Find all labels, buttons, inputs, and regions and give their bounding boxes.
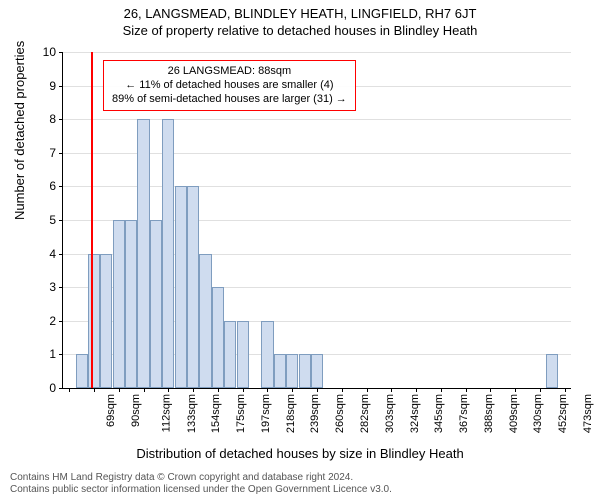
x-tick-mark [441,388,442,392]
x-tick-label: 218sqm [285,394,297,433]
y-tick-mark [59,86,63,87]
y-tick-label: 0 [16,381,56,395]
annotation-box: 26 LANGSMEAD: 88sqm← 11% of detached hou… [103,60,356,111]
x-tick-mark [317,388,318,392]
chart-title-main: 26, LANGSMEAD, BLINDLEY HEATH, LINGFIELD… [0,0,600,21]
x-tick-label: 473sqm [582,394,594,433]
bar [546,354,558,388]
bar [88,254,100,388]
x-tick-label: 452sqm [557,394,569,433]
x-tick-label: 69sqm [105,394,117,427]
footer-line-1: Contains HM Land Registry data © Crown c… [10,472,392,484]
x-tick-mark [515,388,516,392]
bar [311,354,323,388]
y-tick-mark [59,388,63,389]
x-axis-title: Distribution of detached houses by size … [0,446,600,461]
x-tick-label: 239sqm [310,394,322,433]
bar [261,321,273,388]
bar [100,254,112,388]
x-tick-label: 430sqm [533,394,545,433]
gridline [63,52,571,53]
y-tick-label: 8 [16,112,56,126]
x-tick-mark [168,388,169,392]
bar [137,119,149,388]
x-tick-mark [391,388,392,392]
bar [175,186,187,388]
x-tick-mark [292,388,293,392]
y-tick-mark [59,186,63,187]
y-tick-label: 1 [16,347,56,361]
x-tick-mark [367,388,368,392]
bar [199,254,211,388]
y-tick-label: 2 [16,314,56,328]
bar [187,186,199,388]
y-tick-label: 10 [16,45,56,59]
y-tick-mark [59,153,63,154]
x-tick-label: 197sqm [260,394,272,433]
x-tick-mark [119,388,120,392]
x-tick-mark [243,388,244,392]
footer-line-2: Contains public sector information licen… [10,484,392,496]
y-tick-mark [59,119,63,120]
y-tick-label: 6 [16,179,56,193]
y-tick-mark [59,321,63,322]
x-tick-label: 345sqm [433,394,445,433]
y-tick-mark [59,287,63,288]
x-tick-label: 175sqm [235,394,247,433]
x-tick-mark [193,388,194,392]
bar [237,321,249,388]
annotation-line: ← 11% of detached houses are smaller (4) [112,79,347,93]
x-tick-label: 112sqm [160,394,172,432]
reference-marker-line [91,52,93,388]
x-tick-label: 133sqm [186,394,198,433]
bar [274,354,286,388]
y-tick-label: 9 [16,79,56,93]
y-tick-mark [59,52,63,53]
y-tick-label: 7 [16,146,56,160]
bar [162,119,174,388]
annotation-line: 26 LANGSMEAD: 88sqm [112,65,347,79]
bar [299,354,311,388]
x-tick-label: 388sqm [483,394,495,433]
x-tick-label: 90sqm [130,394,142,427]
x-tick-label: 409sqm [508,394,520,433]
x-tick-mark [565,388,566,392]
x-tick-label: 324sqm [409,394,421,433]
bar [150,220,162,388]
chart-plot-area: 26 LANGSMEAD: 88sqm← 11% of detached hou… [62,52,570,388]
x-tick-label: 154sqm [210,394,222,433]
chart-footer: Contains HM Land Registry data © Crown c… [10,472,392,496]
bar [125,220,137,388]
x-tick-mark [218,388,219,392]
chart-title-sub: Size of property relative to detached ho… [0,23,600,38]
x-tick-label: 260sqm [334,394,346,433]
x-tick-mark [540,388,541,392]
x-tick-mark [94,388,95,392]
y-tick-label: 4 [16,247,56,261]
x-tick-label: 367sqm [458,394,470,433]
x-tick-label: 303sqm [384,394,396,433]
x-tick-mark [267,388,268,392]
x-tick-mark [69,388,70,392]
y-tick-label: 5 [16,213,56,227]
bar [76,354,88,388]
y-tick-mark [59,220,63,221]
bar [224,321,236,388]
y-tick-label: 3 [16,280,56,294]
chart-container: 26, LANGSMEAD, BLINDLEY HEATH, LINGFIELD… [0,0,600,500]
x-tick-mark [144,388,145,392]
annotation-line: 89% of semi-detached houses are larger (… [112,93,347,107]
y-tick-mark [59,254,63,255]
x-tick-label: 282sqm [359,394,371,433]
y-tick-mark [59,354,63,355]
x-tick-mark [342,388,343,392]
bar [212,287,224,388]
x-tick-mark [466,388,467,392]
x-tick-mark [490,388,491,392]
bar [286,354,298,388]
bar [113,220,125,388]
x-tick-mark [416,388,417,392]
